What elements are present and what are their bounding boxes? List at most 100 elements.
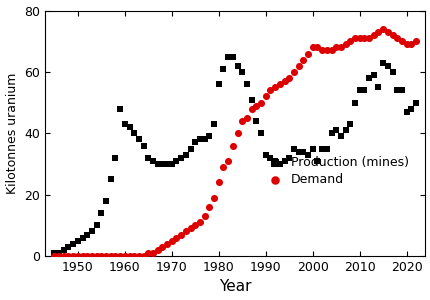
Demand bbox=[229, 143, 236, 148]
Demand bbox=[233, 131, 240, 136]
Production (mines) bbox=[341, 128, 348, 133]
Production (mines) bbox=[126, 125, 133, 130]
Production (mines) bbox=[65, 244, 72, 249]
Demand bbox=[402, 42, 409, 47]
Production (mines) bbox=[356, 88, 362, 93]
Production (mines) bbox=[337, 134, 344, 139]
Demand bbox=[309, 45, 316, 50]
Production (mines) bbox=[384, 63, 390, 68]
Production (mines) bbox=[243, 82, 250, 87]
Demand bbox=[356, 36, 362, 40]
Demand bbox=[172, 235, 179, 240]
Demand bbox=[55, 254, 62, 258]
Demand bbox=[149, 250, 156, 255]
Demand bbox=[299, 57, 306, 62]
Demand bbox=[74, 254, 81, 258]
Demand bbox=[126, 254, 133, 258]
Demand bbox=[379, 27, 386, 32]
Production (mines) bbox=[177, 155, 184, 160]
Demand bbox=[280, 79, 287, 83]
Production (mines) bbox=[163, 162, 170, 167]
Production (mines) bbox=[196, 137, 203, 142]
Demand bbox=[144, 250, 151, 255]
Demand bbox=[168, 238, 175, 243]
Demand bbox=[318, 48, 325, 53]
Demand bbox=[219, 165, 226, 170]
Production (mines) bbox=[74, 238, 81, 243]
Production (mines) bbox=[79, 235, 86, 240]
Production (mines) bbox=[102, 198, 109, 203]
Y-axis label: Kilotonnes uranium: Kilotonnes uranium bbox=[6, 73, 18, 194]
Production (mines) bbox=[351, 100, 358, 105]
Production (mines) bbox=[107, 177, 114, 182]
Demand bbox=[201, 214, 208, 218]
Demand bbox=[159, 244, 166, 249]
Demand bbox=[196, 220, 203, 225]
Demand bbox=[369, 33, 376, 38]
Production (mines) bbox=[55, 250, 62, 255]
Production (mines) bbox=[407, 106, 414, 111]
Production (mines) bbox=[365, 76, 372, 80]
Production (mines) bbox=[149, 158, 156, 163]
Demand bbox=[88, 254, 95, 258]
Demand bbox=[351, 36, 358, 40]
Demand bbox=[412, 39, 418, 44]
Production (mines) bbox=[159, 162, 166, 167]
Production (mines) bbox=[121, 122, 128, 127]
Production (mines) bbox=[154, 162, 161, 167]
Demand bbox=[60, 254, 67, 258]
Production (mines) bbox=[290, 146, 297, 151]
Production (mines) bbox=[257, 131, 264, 136]
Demand bbox=[83, 254, 90, 258]
Production (mines) bbox=[398, 88, 405, 93]
Production (mines) bbox=[135, 137, 142, 142]
Demand bbox=[112, 254, 119, 258]
Demand bbox=[290, 70, 297, 74]
Production (mines) bbox=[252, 118, 259, 123]
Production (mines) bbox=[412, 100, 418, 105]
Demand bbox=[79, 254, 86, 258]
Production (mines) bbox=[206, 134, 212, 139]
Demand bbox=[140, 254, 147, 258]
Production (mines) bbox=[393, 88, 400, 93]
Production (mines) bbox=[172, 158, 179, 163]
Production (mines) bbox=[388, 70, 395, 74]
Demand bbox=[65, 254, 72, 258]
Demand bbox=[407, 42, 414, 47]
Demand bbox=[243, 116, 250, 120]
Production (mines) bbox=[112, 155, 119, 160]
Production (mines) bbox=[182, 152, 189, 157]
Demand bbox=[135, 254, 142, 258]
Demand bbox=[393, 36, 400, 40]
Demand bbox=[117, 254, 123, 258]
Demand bbox=[341, 42, 348, 47]
Production (mines) bbox=[276, 162, 283, 167]
Demand bbox=[322, 48, 329, 53]
Demand bbox=[93, 254, 100, 258]
Demand bbox=[313, 45, 320, 50]
Demand bbox=[177, 232, 184, 237]
Production (mines) bbox=[219, 67, 226, 71]
Production (mines) bbox=[266, 155, 273, 160]
Demand bbox=[398, 39, 405, 44]
Production (mines) bbox=[299, 149, 306, 154]
Demand bbox=[102, 254, 109, 258]
Production (mines) bbox=[285, 155, 292, 160]
Demand bbox=[70, 254, 77, 258]
Production (mines) bbox=[271, 158, 278, 163]
Demand bbox=[224, 158, 231, 163]
Production (mines) bbox=[280, 158, 287, 163]
Production (mines) bbox=[93, 223, 100, 228]
Demand bbox=[266, 88, 273, 93]
Production (mines) bbox=[51, 250, 58, 255]
Production (mines) bbox=[233, 63, 240, 68]
Demand bbox=[248, 106, 255, 111]
Production (mines) bbox=[402, 110, 409, 114]
Production (mines) bbox=[346, 122, 353, 127]
Demand bbox=[271, 85, 278, 90]
Production (mines) bbox=[322, 146, 329, 151]
Demand bbox=[187, 226, 194, 231]
Production (mines) bbox=[295, 149, 301, 154]
Production (mines) bbox=[117, 106, 123, 111]
Demand bbox=[215, 180, 222, 185]
